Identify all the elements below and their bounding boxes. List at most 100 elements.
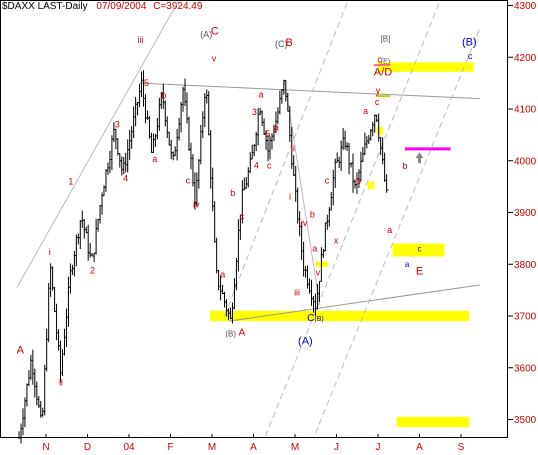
y-tick-label: 4200 — [514, 53, 537, 64]
wave-label: (E) — [381, 58, 390, 65]
wave-label: v — [316, 268, 321, 278]
trendline-6 — [313, 28, 481, 438]
wave-label: c — [375, 97, 380, 107]
x-tick-label: M — [208, 442, 216, 453]
x-tick-label: A — [250, 442, 257, 453]
wave-label: i — [289, 192, 291, 202]
wave-label: b — [310, 210, 315, 220]
wave-label: b — [402, 161, 407, 171]
wave-label: b — [230, 188, 235, 198]
wave-label: v — [212, 53, 217, 63]
wave-label: ii — [291, 143, 295, 153]
x-tick-label: J — [376, 442, 381, 453]
wave-label: C — [307, 313, 314, 324]
target-zone-4 — [315, 261, 329, 267]
wave-label: c — [267, 161, 272, 171]
target-zone-6 — [396, 416, 470, 428]
wave-label: c — [418, 244, 422, 253]
x-tick-label: S — [458, 442, 465, 453]
y-tick-label: 3600 — [514, 363, 537, 374]
trendline-0 — [139, 82, 480, 100]
wave-label: A — [17, 344, 25, 356]
wave-label: iv — [193, 199, 200, 209]
price-bar — [318, 280, 322, 303]
wave-label: c — [186, 176, 191, 186]
trendline-4 — [223, 0, 349, 317]
wave-label: 5 — [266, 129, 271, 139]
arrows — [415, 152, 424, 164]
wave-label: 5 — [144, 78, 149, 88]
target-zone-5 — [209, 310, 470, 322]
x-tick-label: M — [291, 442, 299, 453]
y-tick-label: 4100 — [514, 105, 537, 116]
wave-label: A — [239, 328, 246, 339]
trendlines — [16, 0, 481, 438]
wave-label: a — [274, 123, 279, 133]
wave-label: c — [377, 54, 382, 64]
target-zones — [209, 62, 474, 428]
trendline-3 — [284, 80, 321, 306]
wave-label: (B) — [314, 316, 323, 323]
wave-label: B — [286, 37, 293, 49]
wave-label: (A) — [298, 335, 313, 347]
wave-label: 2 — [90, 266, 95, 276]
x-tick-label: A — [416, 442, 423, 453]
chart-header: $DAXX LAST-Daily 07/09/2004 C=3924.49 — [2, 1, 202, 13]
wave-label: y — [376, 85, 381, 95]
wave-label: b — [356, 176, 361, 186]
trendline-5 — [264, 0, 441, 438]
wave-label: iii — [294, 287, 300, 297]
y-tick-label: 4300 — [514, 1, 537, 12]
x-tick-label: J — [334, 442, 339, 453]
price-bar — [348, 142, 352, 175]
price-bar — [44, 364, 47, 416]
wave-label: a — [152, 154, 157, 164]
y-tick-label: 3800 — [514, 260, 537, 271]
wave-label: i — [49, 247, 51, 257]
trendline-2 — [16, 0, 180, 288]
wave-label: a — [258, 90, 263, 100]
wave-label: (C) — [275, 39, 288, 49]
up-arrow-icon — [415, 152, 424, 164]
wave-label: (A) — [200, 30, 212, 40]
target-zone-0 — [378, 62, 474, 72]
level-lines — [373, 64, 451, 151]
wave-label: [B] — [381, 35, 391, 44]
price-bar — [208, 91, 211, 136]
price-bar — [117, 138, 120, 156]
wave-label: ii — [59, 377, 63, 387]
wave-label: 4 — [254, 161, 259, 171]
wave-label: b — [161, 91, 166, 101]
price-bar — [386, 174, 389, 193]
wave-label: a — [220, 270, 225, 280]
x-tick-label: F — [167, 442, 173, 453]
x-tick-label: 04 — [123, 442, 135, 453]
date-label: 07/09/2004 — [96, 1, 147, 12]
target-zone-3 — [392, 243, 445, 257]
y-tick-label: 3900 — [514, 208, 537, 219]
wave-label: 3 — [252, 107, 257, 117]
wave-label: a — [405, 260, 410, 269]
price-bar — [26, 383, 29, 407]
y-tick-label: 4000 — [514, 156, 537, 167]
wave-label: A/D — [374, 66, 392, 78]
wave-label: a — [312, 243, 317, 253]
target-zone-2 — [367, 181, 374, 190]
wave-label: c — [468, 51, 473, 61]
wave-label: a — [363, 106, 368, 116]
y-tick-label: 3500 — [514, 415, 537, 426]
wave-label: 4 — [123, 173, 128, 183]
price-bar — [214, 201, 217, 243]
wave-label: iv — [301, 218, 308, 228]
wave-label: E — [416, 266, 423, 278]
symbol-label: $DAXX LAST-Daily — [2, 1, 88, 12]
wave-label: 3 — [115, 120, 120, 130]
wave-label: (B) — [462, 36, 477, 48]
price-bar — [52, 266, 55, 291]
close-label: C=3924.49 — [153, 1, 203, 12]
trendline-1 — [228, 284, 480, 322]
price-bars — [18, 70, 389, 444]
wave-label: x — [334, 236, 339, 246]
